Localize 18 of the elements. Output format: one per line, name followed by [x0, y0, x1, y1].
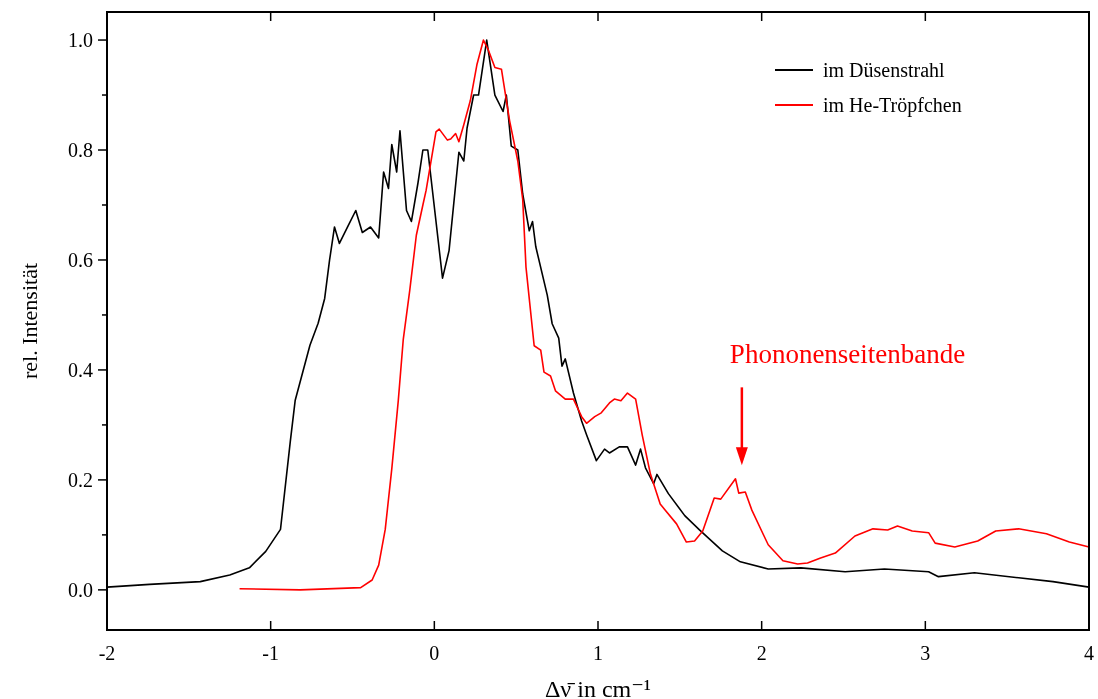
x-tick-label: 3: [920, 642, 931, 664]
x-axis-title: Δν̄ in cm⁻¹: [544, 676, 652, 699]
legend-label: im Düsenstrahl: [823, 59, 946, 81]
x-tick-label: -2: [98, 642, 116, 664]
annotation: Phononenseitenbande: [729, 339, 966, 370]
x-tick-label: 1: [593, 642, 603, 664]
y-tick-label: 0.0: [68, 578, 93, 601]
y-tick-label: 0.8: [68, 139, 93, 162]
y-axis-title: rel. Intensität: [17, 262, 42, 380]
x-tick-label: -1: [262, 642, 279, 664]
x-tick-label: 4: [1084, 642, 1094, 664]
x-tick-label: 0: [429, 642, 440, 664]
x-tick-label: 2: [756, 642, 767, 664]
legend-label: im He-Tröpfchen: [823, 94, 962, 117]
y-tick-label: 0.6: [68, 248, 93, 271]
y-tick-label: 0.2: [68, 468, 93, 491]
y-tick-label: 0.4: [68, 358, 93, 381]
y-tick-label: 1.0: [68, 29, 93, 52]
